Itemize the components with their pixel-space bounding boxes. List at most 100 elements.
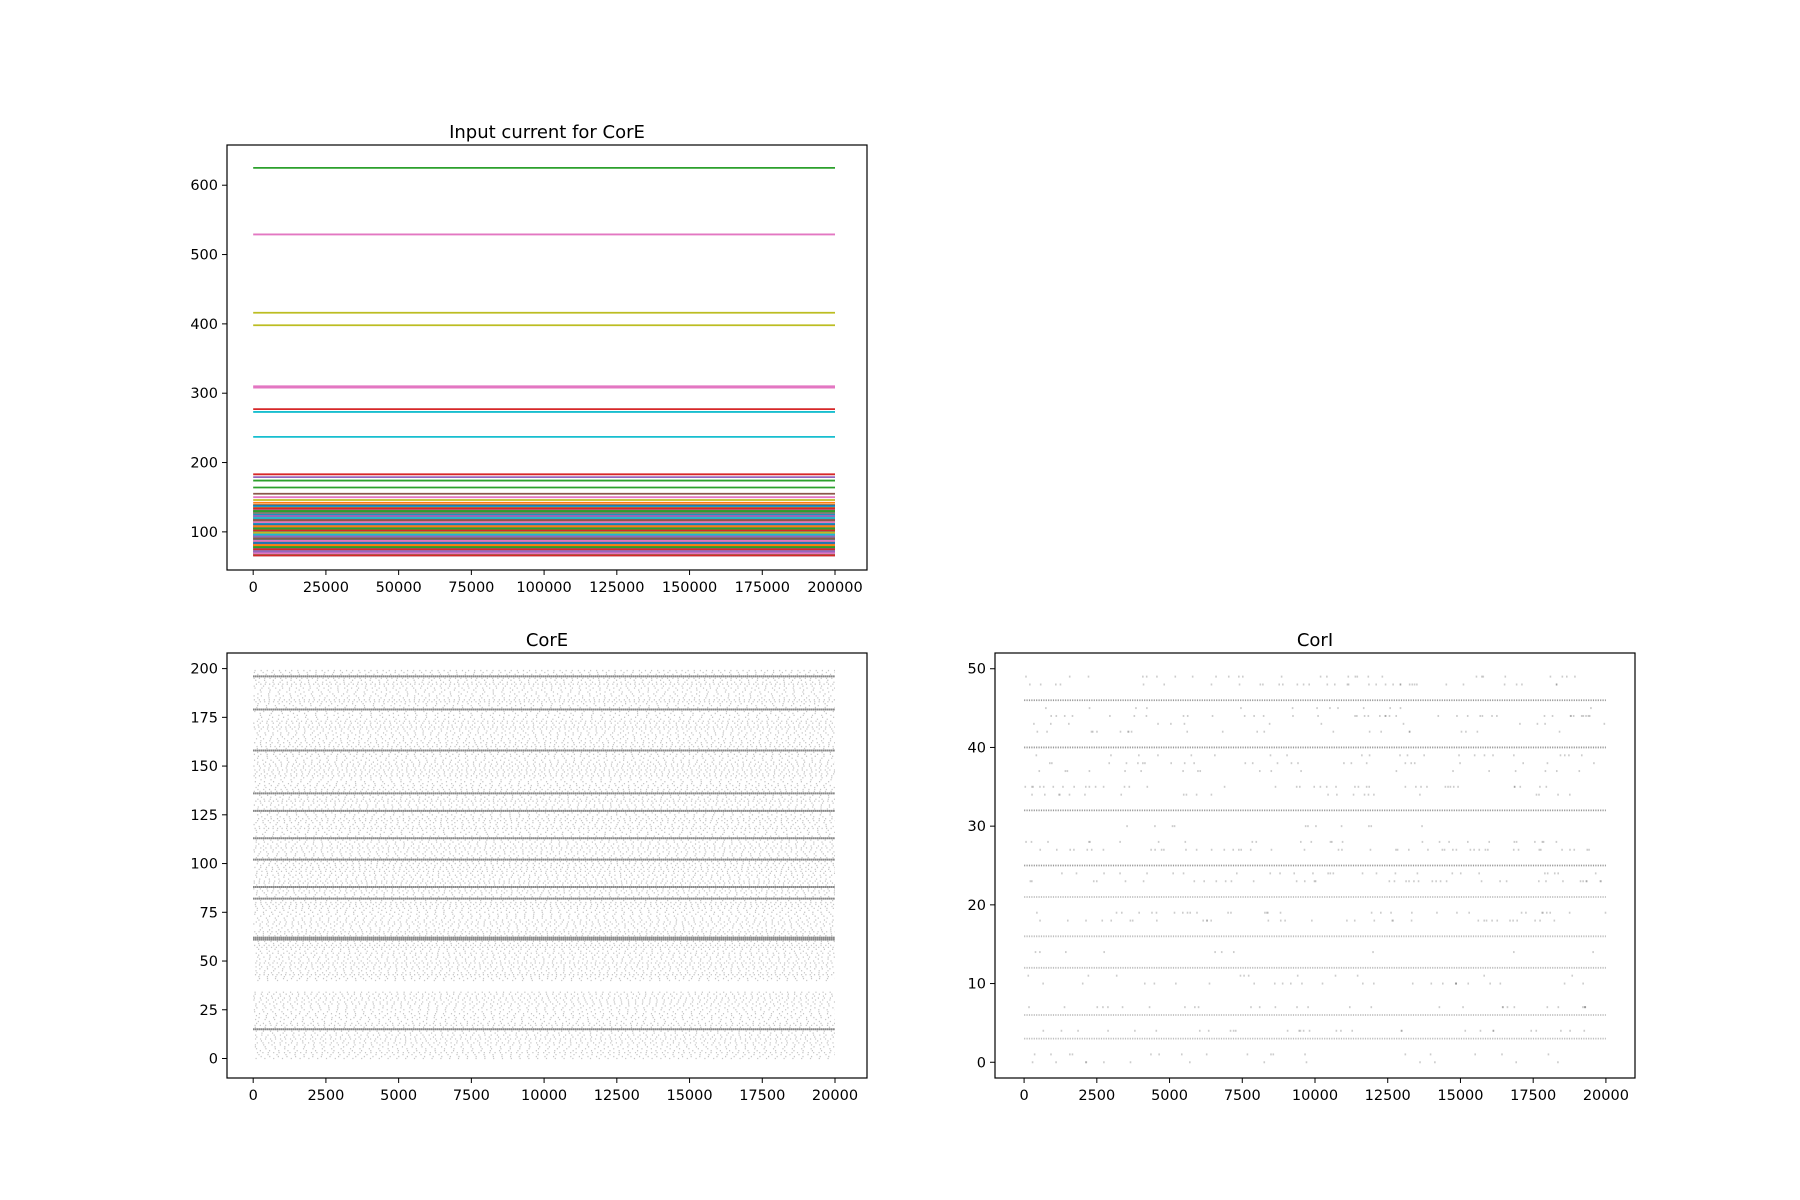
spike <box>1296 974 1299 977</box>
spike <box>1496 714 1498 717</box>
spike <box>1157 722 1159 725</box>
spike <box>1312 872 1314 875</box>
spike <box>1475 675 1478 678</box>
spike <box>1063 714 1066 717</box>
spike <box>1429 1053 1432 1056</box>
spike <box>1346 919 1348 922</box>
spike <box>1194 1006 1196 1009</box>
spike <box>1073 785 1075 788</box>
spike <box>1415 785 1417 788</box>
spike <box>1268 722 1271 725</box>
spike <box>1087 974 1090 977</box>
spike <box>1459 872 1462 875</box>
spike <box>1438 840 1441 843</box>
spike <box>1353 919 1356 922</box>
spike <box>1107 1029 1109 1032</box>
spike <box>1314 880 1317 883</box>
spike <box>1027 974 1030 977</box>
cori-raster-y-tick-label: 30 <box>968 819 986 835</box>
spike <box>1262 714 1265 717</box>
spike <box>1585 880 1587 883</box>
core-raster-y-tick-label: 150 <box>190 759 218 775</box>
spike <box>1304 1053 1306 1056</box>
spike <box>1081 982 1084 985</box>
spike <box>1574 675 1576 678</box>
core-raster-x-tick-label: 5000 <box>380 1088 417 1104</box>
spike <box>1580 754 1583 757</box>
spike <box>1031 880 1033 883</box>
spike <box>1539 919 1541 922</box>
spike <box>1379 714 1381 717</box>
spike <box>1089 840 1091 843</box>
spike <box>1304 825 1307 828</box>
spike <box>1174 675 1177 678</box>
spike <box>1326 683 1329 686</box>
spike <box>1269 754 1272 757</box>
spike <box>1234 1029 1237 1032</box>
spike <box>1399 707 1402 710</box>
spike <box>1585 714 1587 717</box>
spike <box>1404 785 1407 788</box>
spike <box>1124 880 1127 883</box>
spike <box>1431 880 1434 883</box>
spike <box>1175 982 1177 985</box>
spike <box>1230 880 1233 883</box>
spike <box>1310 840 1313 843</box>
spike <box>1160 848 1163 851</box>
core-raster-axes-frame <box>226 652 868 1079</box>
spike <box>1036 730 1039 733</box>
spike <box>1281 982 1284 985</box>
spike <box>1560 1029 1562 1032</box>
spike <box>1452 848 1454 851</box>
cori-raster-y-tick-label: 10 <box>968 977 986 993</box>
spike <box>1571 974 1574 977</box>
spike <box>1142 675 1144 678</box>
spike <box>1126 825 1128 828</box>
spike <box>1496 919 1499 922</box>
spike <box>1199 770 1202 773</box>
cori-raster-panel: CorI 0 2500 5000 7500 10000 12500 15000 17500 20… <box>968 630 1636 1104</box>
core-raster-spikes <box>253 669 835 1060</box>
spike <box>1210 919 1212 922</box>
spike <box>1545 880 1547 883</box>
spike <box>1557 1061 1559 1064</box>
spike <box>1125 762 1128 765</box>
input-current-x-tick-label: 75000 <box>448 580 494 596</box>
spike <box>1512 919 1514 922</box>
spike <box>1210 848 1213 851</box>
spike <box>1088 785 1091 788</box>
spike <box>1302 683 1305 686</box>
spike <box>1539 785 1541 788</box>
spike <box>1319 785 1322 788</box>
spike <box>1501 1006 1504 1009</box>
spike <box>1246 1053 1249 1056</box>
spike <box>1329 840 1332 843</box>
cori-raster-x-tick-label: 7500 <box>1224 1088 1261 1104</box>
spike <box>1368 825 1370 828</box>
core-raster-y-tick-label: 50 <box>200 954 218 970</box>
input-current-ticks: 0 25000 50000 75000 100000 125000 150000 175000… <box>190 178 862 596</box>
spike <box>1553 872 1556 875</box>
spike <box>1488 840 1491 843</box>
spike <box>1491 919 1493 922</box>
spike <box>1603 722 1606 725</box>
spike <box>1025 675 1027 678</box>
spike <box>1513 1006 1516 1009</box>
spike <box>1279 911 1282 914</box>
spike <box>1326 675 1328 678</box>
spike <box>1103 951 1105 954</box>
spike <box>1205 1053 1208 1056</box>
spike <box>1561 848 1563 851</box>
spike <box>1146 872 1148 875</box>
spike <box>1341 848 1343 851</box>
spike <box>1369 848 1372 851</box>
spike <box>1481 714 1484 717</box>
spike <box>1028 1006 1030 1009</box>
spike <box>1478 872 1480 875</box>
spike <box>1515 840 1518 843</box>
spike <box>1335 785 1337 788</box>
core-raster-y-tick-label: 75 <box>200 905 218 921</box>
spike <box>1361 754 1363 757</box>
spike <box>1137 762 1139 765</box>
spike <box>1483 919 1486 922</box>
